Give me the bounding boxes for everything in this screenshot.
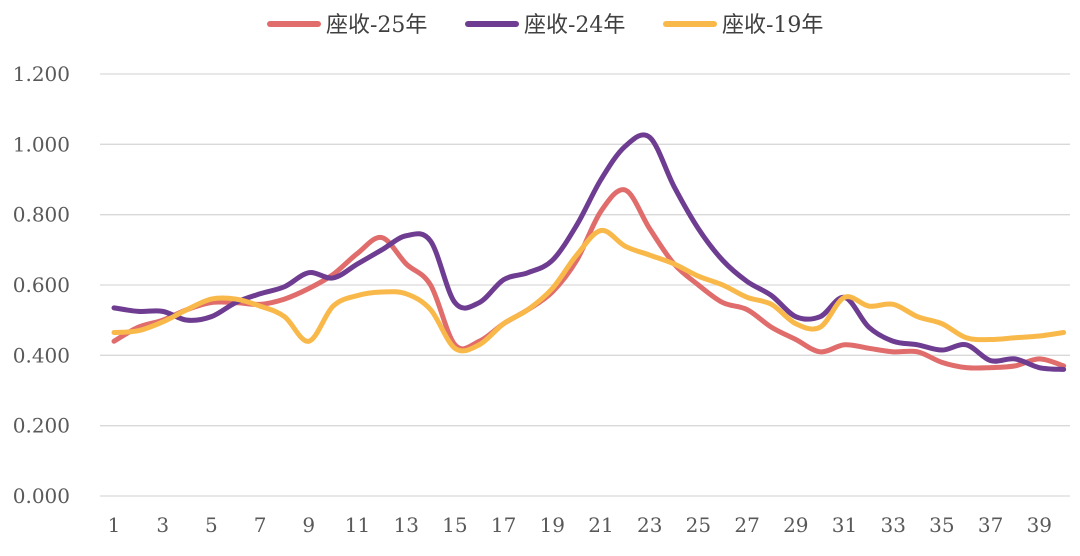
x-tick-label: 33 [880, 513, 905, 537]
series-line-2 [111, 132, 1067, 372]
y-tick-label: 0.800 [13, 203, 70, 227]
x-tick-label: 19 [540, 513, 565, 537]
y-tick-label: 0.000 [13, 484, 70, 508]
grid-lines [100, 73, 1070, 497]
x-tick-label: 25 [686, 513, 711, 537]
x-tick-label: 13 [393, 513, 418, 537]
legend: 座收-25年 座收-24年 座收-19年 [267, 13, 823, 38]
series-line-3 [111, 227, 1067, 354]
x-tick-label: 11 [345, 513, 370, 537]
x-tick-label: 15 [442, 513, 467, 537]
x-tick-label: 29 [783, 513, 808, 537]
x-tick-label: 3 [156, 513, 169, 537]
series-line-1 [111, 187, 1067, 371]
y-tick-label: 1.000 [13, 132, 70, 156]
y-tick-label: 1.200 [13, 62, 70, 86]
x-tick-label: 23 [637, 513, 662, 537]
x-tick-label: 21 [588, 513, 613, 537]
y-tick-label: 0.400 [13, 343, 70, 367]
x-tick-label: 5 [205, 513, 218, 537]
x-tick-label: 1 [108, 513, 121, 537]
x-tick-label: 9 [302, 513, 315, 537]
x-tick-label: 37 [978, 513, 1003, 537]
legend-label: 座收-25年 [326, 13, 427, 38]
x-tick-label: 17 [491, 513, 516, 537]
y-tick-label: 0.600 [13, 273, 70, 297]
legend-label: 座收-24年 [524, 13, 625, 38]
series-lines [111, 132, 1067, 372]
y-tick-label: 0.200 [13, 414, 70, 438]
x-tick-label: 27 [734, 513, 759, 537]
x-tick-label: 39 [1027, 513, 1052, 537]
x-axis-tick-labels: 1 3 5 7 9 11 13 15 17 19 21 23 25 27 29 31 33 35 37 39 [108, 513, 1052, 537]
x-tick-label: 7 [254, 513, 267, 537]
y-axis-tick-labels: 0.000 0.200 0.400 0.600 0.800 1.000 1.200 [13, 62, 70, 508]
x-tick-label: 31 [832, 513, 857, 537]
x-tick-label: 35 [929, 513, 954, 537]
legend-label: 座收-19年 [722, 13, 823, 38]
